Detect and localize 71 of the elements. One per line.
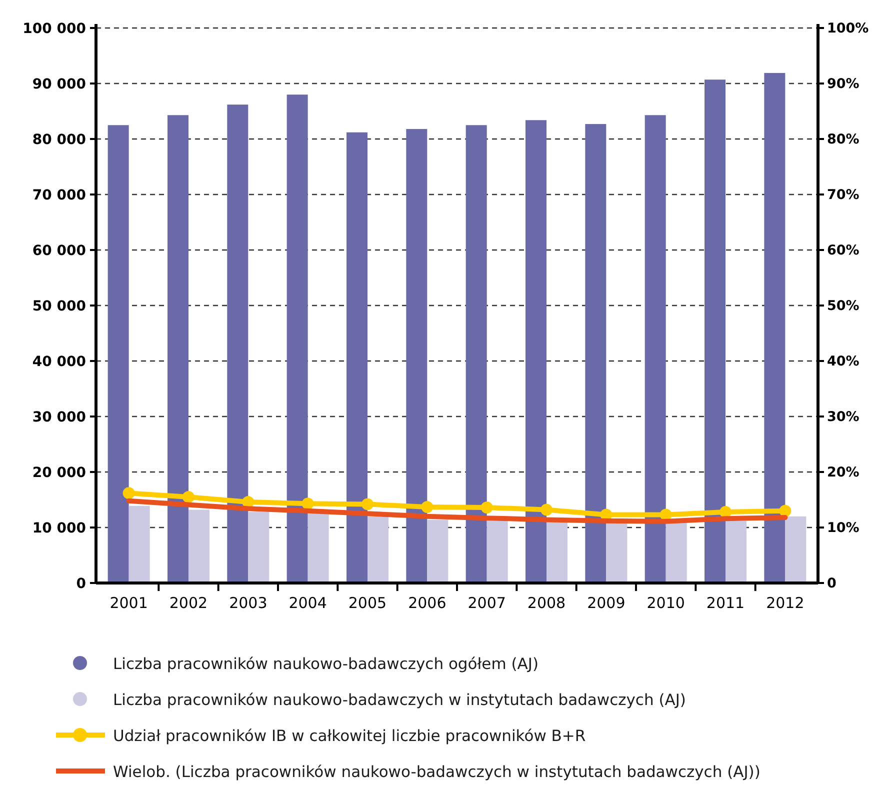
x-tick-label: 2002 — [169, 594, 208, 612]
y2-tick-label: 10% — [827, 520, 860, 536]
y-tick-label: 20 000 — [32, 464, 86, 481]
legend-label: Liczba pracowników naukowo-badawczych ogółem (AJ) — [113, 655, 538, 673]
bar — [546, 520, 568, 583]
y2-tick-label: 100% — [827, 20, 870, 37]
y-tick-label: 100 000 — [22, 20, 86, 37]
point — [779, 504, 792, 517]
y2-tick-label: 30% — [827, 409, 860, 426]
bar — [346, 132, 368, 583]
point — [122, 487, 135, 500]
y2-tick-label: 80% — [827, 132, 860, 148]
point — [182, 490, 194, 503]
bar — [367, 516, 388, 583]
bar — [427, 520, 448, 583]
y2-tick-label: 70% — [827, 187, 860, 204]
legend-label: Wielob. (Liczba pracowników naukowo-badawczych w instytutach badawczych (AJ)) — [113, 763, 760, 781]
x-tick-label: 2004 — [288, 594, 327, 612]
x-tick-label: 2003 — [229, 594, 268, 612]
x-tick-label: 2001 — [110, 594, 148, 612]
x-tick-label: 2012 — [766, 594, 804, 612]
bar — [406, 129, 428, 583]
bar — [785, 516, 806, 583]
point — [540, 504, 553, 516]
bar — [227, 104, 248, 583]
x-tick-label: 2009 — [587, 594, 626, 612]
bar — [726, 520, 747, 583]
bar — [666, 522, 687, 583]
bar — [248, 512, 270, 583]
bar — [128, 506, 150, 583]
bar — [526, 120, 547, 583]
y-tick-label: 10 000 — [32, 520, 86, 536]
bar — [704, 80, 726, 583]
point — [302, 498, 314, 510]
bar — [466, 125, 487, 583]
x-tick-label: 2010 — [646, 594, 685, 612]
y-tick-label: 40 000 — [32, 354, 86, 370]
legend-label: Liczba pracowników naukowo-badawczych w instytutach badawczych (AJ) — [113, 691, 686, 709]
y-tick-label: 0 — [76, 576, 86, 592]
x-tick-label: 2006 — [408, 594, 446, 612]
y2-tick-label: 20% — [827, 464, 860, 481]
y2-tick-label: 60% — [827, 242, 860, 259]
y2-tick-label: 50% — [827, 298, 860, 314]
legend-label: Udział pracowników IB w całkowitej liczbie pracowników B+R — [113, 727, 586, 745]
x-tick-label: 2008 — [527, 594, 566, 612]
bar — [486, 520, 508, 583]
point — [421, 500, 434, 513]
point — [361, 498, 374, 510]
bar — [108, 125, 129, 583]
point — [480, 502, 493, 514]
bar — [644, 115, 666, 583]
y-tick-label: 60 000 — [32, 242, 86, 259]
y-tick-label: 70 000 — [32, 187, 86, 204]
bar — [606, 522, 628, 583]
x-tick-label: 2011 — [706, 594, 745, 612]
y2-tick-label: 40% — [827, 354, 860, 370]
bar — [308, 514, 329, 583]
x-tick-label: 2005 — [348, 594, 387, 612]
bar — [585, 124, 606, 583]
y-tick-label: 80 000 — [32, 132, 86, 148]
y2-tick-label: 0 — [827, 576, 836, 592]
point — [720, 506, 732, 518]
y-tick-label: 50 000 — [32, 298, 86, 314]
bar — [286, 94, 308, 583]
y-tick-label: 30 000 — [32, 409, 86, 426]
bar — [188, 510, 210, 583]
x-tick-label: 2007 — [468, 594, 506, 612]
y-tick-label: 90 000 — [32, 76, 86, 92]
bar — [167, 115, 188, 583]
bar — [764, 72, 786, 583]
y2-tick-label: 90% — [827, 76, 860, 92]
